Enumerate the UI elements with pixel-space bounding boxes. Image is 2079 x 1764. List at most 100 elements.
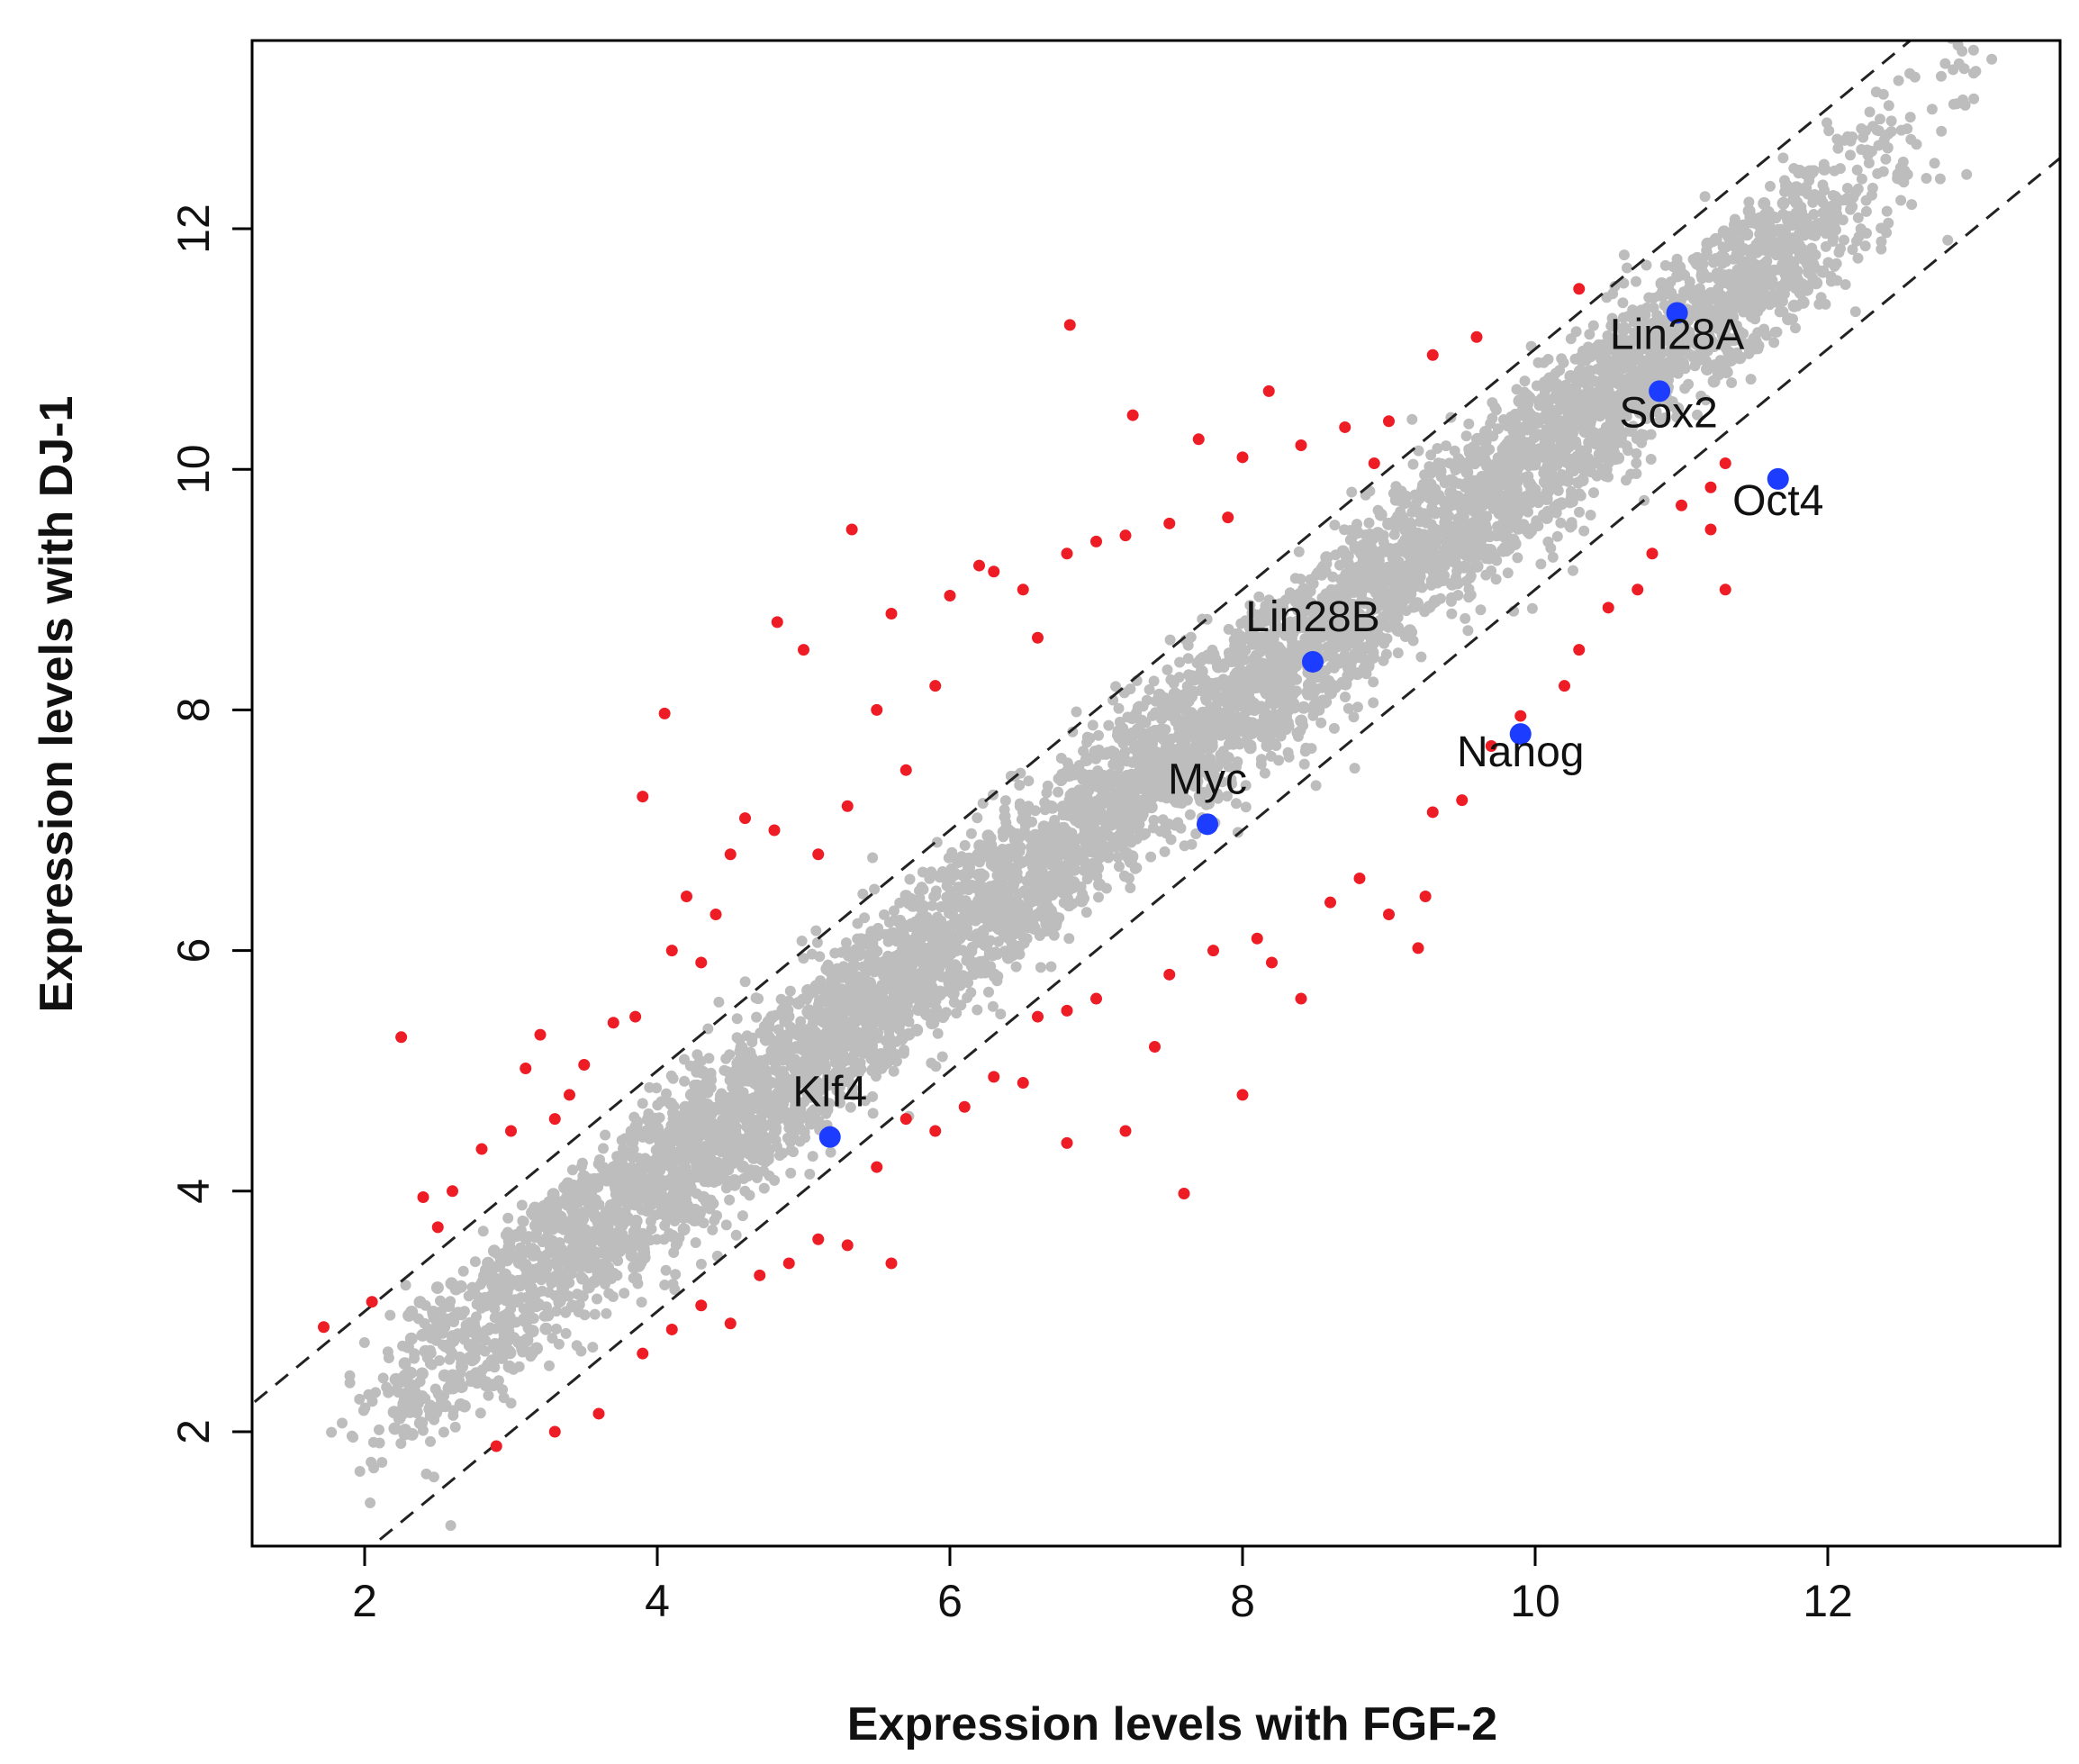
grey-point	[598, 1143, 609, 1154]
grey-point	[1270, 740, 1282, 751]
grey-point	[1107, 746, 1118, 756]
grey-point	[1014, 780, 1026, 791]
grey-point	[811, 936, 823, 948]
grey-point	[1618, 277, 1630, 289]
grey-point	[1134, 819, 1145, 830]
grey-point	[1406, 413, 1418, 425]
grey-point	[845, 1040, 856, 1052]
grey-point	[807, 1151, 818, 1162]
grey-point	[1813, 298, 1825, 310]
grey-point	[1295, 574, 1306, 584]
grey-point	[1986, 53, 1998, 65]
grey-point	[1348, 711, 1360, 723]
grey-point	[1102, 852, 1114, 864]
grey-point	[1769, 326, 1781, 338]
grey-point	[1432, 443, 1443, 454]
grey-point	[1967, 44, 1979, 56]
grey-point	[383, 1352, 394, 1363]
grey-point	[1726, 377, 1738, 388]
grey-point	[1588, 487, 1599, 499]
grey-point	[1118, 870, 1130, 882]
grey-point	[869, 883, 881, 895]
grey-point	[737, 1210, 748, 1222]
grey-point	[1283, 720, 1295, 732]
grey-point	[936, 1051, 948, 1063]
grey-point	[888, 1065, 899, 1077]
grey-point	[589, 1308, 601, 1320]
grey-point	[1137, 701, 1149, 712]
grey-point	[365, 1497, 376, 1508]
grey-point	[1392, 647, 1404, 659]
grey-point	[867, 1024, 879, 1036]
grey-point	[1259, 767, 1270, 779]
grey-point	[769, 1064, 781, 1076]
grey-point	[1490, 574, 1502, 585]
grey-point	[445, 1520, 456, 1532]
grey-point	[521, 1302, 533, 1314]
grey-point	[889, 905, 899, 917]
grey-point	[810, 925, 822, 936]
grey-point	[348, 1432, 359, 1443]
grey-point	[917, 883, 929, 895]
grey-point	[1029, 805, 1041, 817]
grey-point	[601, 1307, 612, 1319]
grey-point	[724, 1049, 736, 1061]
grey-point	[1310, 780, 1322, 792]
grey-point	[1936, 125, 1948, 137]
grey-point	[1512, 552, 1523, 564]
grey-point	[1137, 829, 1149, 841]
grey-point	[1150, 707, 1162, 719]
grey-point	[652, 1099, 664, 1111]
grey-point	[1870, 86, 1882, 98]
grey-point	[1574, 506, 1585, 518]
grey-point	[1446, 608, 1458, 620]
grey-point	[603, 1288, 615, 1299]
grey-point	[1233, 628, 1243, 639]
grey-point	[1881, 205, 1893, 217]
grey-point	[354, 1393, 366, 1405]
grey-point	[370, 1387, 382, 1398]
grey-point	[1519, 375, 1531, 387]
grey-point	[1855, 223, 1867, 235]
grey-point	[395, 1438, 407, 1449]
grey-point	[1883, 100, 1894, 112]
grey-point	[1182, 639, 1194, 651]
grey-point	[943, 852, 954, 864]
grey-point	[1790, 322, 1801, 334]
grey-point	[1765, 180, 1776, 192]
grey-point	[989, 968, 1000, 980]
grey-point	[1618, 249, 1630, 261]
grey-point	[1904, 68, 1916, 79]
grey-point	[1071, 706, 1082, 718]
grey-point	[1340, 692, 1351, 702]
grey-point	[699, 1085, 710, 1097]
grey-point	[1282, 746, 1294, 758]
grey-point	[724, 1105, 736, 1117]
grey-point	[867, 852, 879, 864]
grey-point	[1885, 115, 1897, 127]
grey-point	[1832, 142, 1844, 154]
grey-point	[785, 1167, 797, 1179]
grey-point	[551, 1323, 562, 1334]
grey-point	[1893, 75, 1904, 86]
grey-point	[1400, 605, 1412, 617]
grey-point	[965, 960, 977, 972]
grey-point	[1049, 814, 1061, 826]
grey-point	[1523, 460, 1534, 472]
grey-point	[965, 828, 977, 839]
grey-point	[1298, 758, 1310, 770]
grey-point	[999, 804, 1010, 816]
grey-point	[1538, 357, 1550, 368]
grey-point	[829, 947, 841, 959]
grey-point	[1897, 156, 1909, 167]
grey-point	[659, 1280, 671, 1290]
grey-point	[1535, 558, 1547, 570]
grey-point	[1209, 727, 1221, 738]
grey-point	[1883, 217, 1894, 229]
grey-point	[1864, 106, 1876, 118]
grey-point	[1904, 112, 1916, 123]
grey-point	[1328, 722, 1340, 734]
grey-point	[560, 1327, 572, 1339]
grey-point	[1048, 929, 1060, 941]
grey-point	[966, 941, 978, 953]
